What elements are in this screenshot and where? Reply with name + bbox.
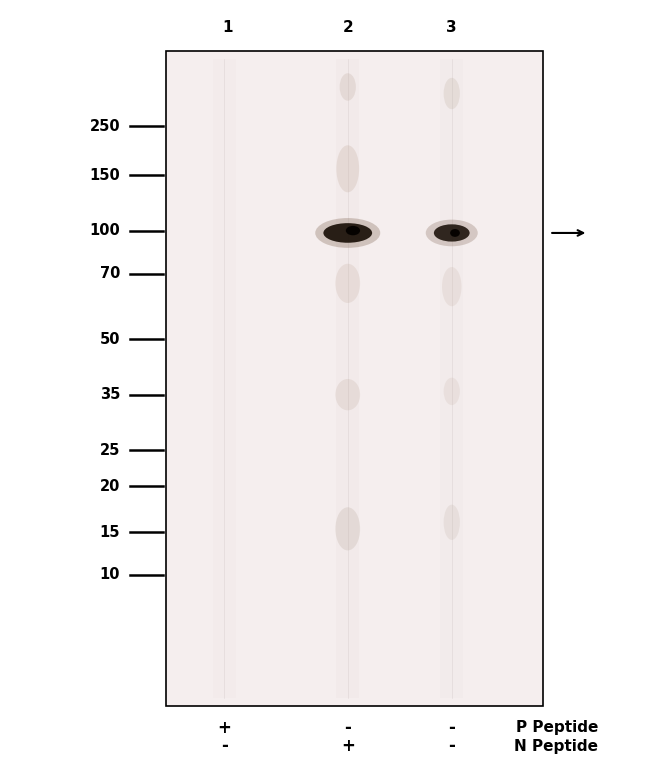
Text: -: -	[448, 719, 455, 736]
Text: +: +	[341, 738, 355, 755]
Text: 3: 3	[447, 20, 457, 35]
Text: -: -	[448, 738, 455, 755]
Text: 15: 15	[99, 524, 120, 539]
Text: 20: 20	[100, 479, 120, 494]
Bar	[336, 59, 359, 698]
Ellipse shape	[346, 226, 360, 235]
Ellipse shape	[450, 229, 460, 237]
Ellipse shape	[324, 223, 372, 243]
Ellipse shape	[335, 379, 360, 410]
Ellipse shape	[335, 507, 360, 550]
Text: 10: 10	[99, 567, 120, 583]
Ellipse shape	[337, 145, 359, 192]
Text: 35: 35	[100, 387, 120, 402]
Ellipse shape	[339, 73, 356, 100]
Text: +: +	[217, 719, 231, 736]
Bar	[166, 51, 543, 706]
Ellipse shape	[426, 220, 478, 246]
Bar	[440, 59, 463, 698]
Text: 150: 150	[90, 168, 120, 183]
Ellipse shape	[442, 267, 462, 307]
Text: 25: 25	[100, 443, 120, 458]
Text: -: -	[221, 738, 228, 755]
Text: 2: 2	[343, 20, 353, 35]
Text: P Peptide: P Peptide	[515, 720, 598, 735]
Text: 1: 1	[222, 20, 233, 35]
Ellipse shape	[443, 378, 460, 405]
Ellipse shape	[434, 224, 469, 241]
Text: 100: 100	[90, 223, 120, 238]
Ellipse shape	[335, 263, 360, 303]
Text: 70: 70	[100, 266, 120, 281]
Text: N Peptide: N Peptide	[514, 739, 598, 754]
Text: -: -	[344, 719, 351, 736]
Text: 250: 250	[90, 118, 120, 134]
Ellipse shape	[315, 218, 380, 248]
Ellipse shape	[443, 78, 460, 109]
Ellipse shape	[443, 505, 460, 540]
Bar	[213, 59, 236, 698]
Text: 50: 50	[99, 332, 120, 347]
